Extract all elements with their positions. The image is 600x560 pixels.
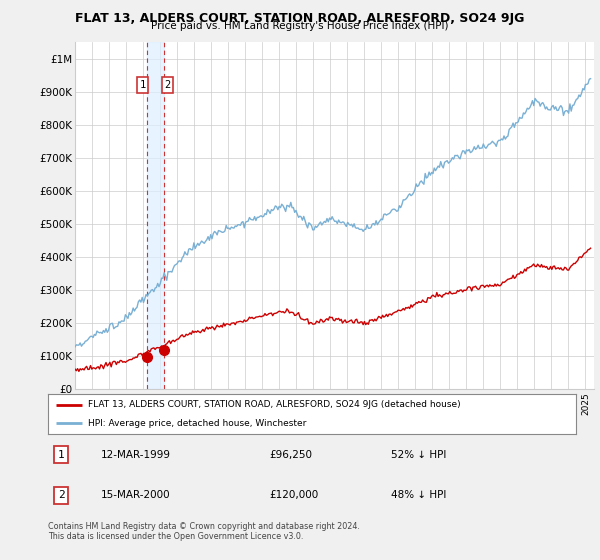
Text: 2: 2 [164,80,171,90]
Text: FLAT 13, ALDERS COURT, STATION ROAD, ALRESFORD, SO24 9JG: FLAT 13, ALDERS COURT, STATION ROAD, ALR… [76,12,524,25]
Text: Price paid vs. HM Land Registry's House Price Index (HPI): Price paid vs. HM Land Registry's House … [151,21,449,31]
Text: 15-MAR-2000: 15-MAR-2000 [101,490,170,500]
Text: Contains HM Land Registry data © Crown copyright and database right 2024.
This d: Contains HM Land Registry data © Crown c… [48,522,360,542]
Text: 1: 1 [58,450,65,460]
Text: 52% ↓ HPI: 52% ↓ HPI [391,450,446,460]
Text: 2: 2 [58,490,65,500]
Bar [146,42,164,389]
Text: £96,250: £96,250 [270,450,313,460]
Text: HPI: Average price, detached house, Winchester: HPI: Average price, detached house, Winc… [88,419,306,428]
Text: 12-MAR-1999: 12-MAR-1999 [101,450,171,460]
Text: £120,000: £120,000 [270,490,319,500]
Text: 48% ↓ HPI: 48% ↓ HPI [391,490,446,500]
Text: FLAT 13, ALDERS COURT, STATION ROAD, ALRESFORD, SO24 9JG (detached house): FLAT 13, ALDERS COURT, STATION ROAD, ALR… [88,400,460,409]
Text: 1: 1 [140,80,146,90]
